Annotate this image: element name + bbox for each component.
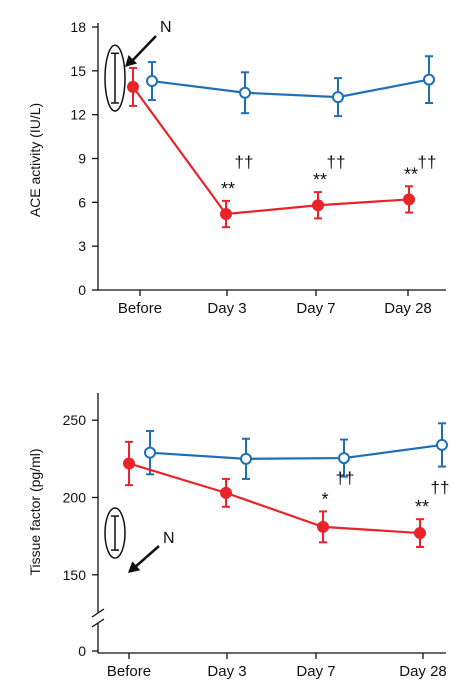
y-tick-label: 200 <box>63 490 87 506</box>
data-point-blue <box>146 75 158 88</box>
significance-dagger: †† <box>327 152 346 171</box>
data-point-blue <box>423 73 435 86</box>
y-tick-label: 18 <box>70 19 86 35</box>
significance-dagger: †† <box>431 478 450 497</box>
y-tick-label: 0 <box>78 643 86 659</box>
significance-star: ** <box>415 497 429 517</box>
significance-dagger: †† <box>235 152 254 171</box>
y-axis-label: ACE activity (IU/L) <box>27 103 43 217</box>
arrow-head-icon <box>128 561 141 573</box>
x-tick-label: Day 7 <box>296 300 335 317</box>
y-tick-label: 0 <box>78 282 86 298</box>
axis-break-mark <box>91 608 105 618</box>
y-tick-label: 12 <box>70 107 86 123</box>
normal-range-ellipse <box>104 44 126 112</box>
normal-range-label: N <box>160 19 172 36</box>
significance-star: ** <box>313 170 327 190</box>
normal-range-ellipse <box>104 507 126 559</box>
data-point-red <box>414 527 426 540</box>
y-tick-label: 3 <box>78 238 86 254</box>
significance-dagger: †† <box>336 468 355 487</box>
data-point-blue <box>144 446 156 459</box>
data-point-red <box>127 80 139 93</box>
x-tick-label: Day 28 <box>399 663 447 680</box>
series-line-red <box>132 86 410 216</box>
tissue-factor-panel: Tissue factor (pg/ml) 0 150 200 250 Before Da… <box>27 393 449 680</box>
normal-range-arrow <box>130 35 157 63</box>
data-point-blue <box>240 452 252 465</box>
data-point-blue <box>436 438 448 451</box>
x-tick-label: Day 7 <box>296 663 335 680</box>
x-tick-label: Day 28 <box>384 300 432 317</box>
significance-star: * <box>321 489 328 509</box>
ace-activity-panel: ACE activity (IU/L) 0 3 6 9 12 15 18 Before Day … <box>27 19 446 317</box>
significance-star: ** <box>221 179 235 199</box>
series-line-red <box>128 462 421 535</box>
y-tick-label: 250 <box>63 412 87 428</box>
data-point-red <box>220 486 232 499</box>
data-point-blue <box>338 452 350 465</box>
significance-dagger: †† <box>418 152 437 171</box>
x-tick-label: Day 3 <box>207 300 246 317</box>
data-point-red <box>317 520 329 533</box>
data-point-red <box>123 457 135 470</box>
data-point-blue <box>239 86 251 99</box>
y-tick-label: 9 <box>78 151 86 167</box>
y-axis-label: Tissue factor (pg/ml) <box>27 448 43 575</box>
data-point-red <box>312 199 324 212</box>
significance-star: ** <box>404 164 418 184</box>
data-point-red <box>220 208 232 221</box>
y-tick-label: 150 <box>63 567 87 583</box>
y-tick-label: 6 <box>78 194 86 210</box>
normal-range-arrow <box>133 545 160 569</box>
arrow-head-icon <box>125 54 138 67</box>
x-tick-label: Before <box>118 300 162 317</box>
normal-range-label: N <box>163 530 175 547</box>
series-line-blue <box>151 78 430 99</box>
x-tick-label: Day 3 <box>207 663 246 680</box>
x-tick-label: Before <box>107 663 151 680</box>
series-line-blue <box>149 443 443 460</box>
data-point-blue <box>332 91 344 104</box>
y-tick-label: 15 <box>70 63 86 79</box>
axis-break-mark <box>91 618 105 628</box>
data-point-red <box>403 193 415 206</box>
